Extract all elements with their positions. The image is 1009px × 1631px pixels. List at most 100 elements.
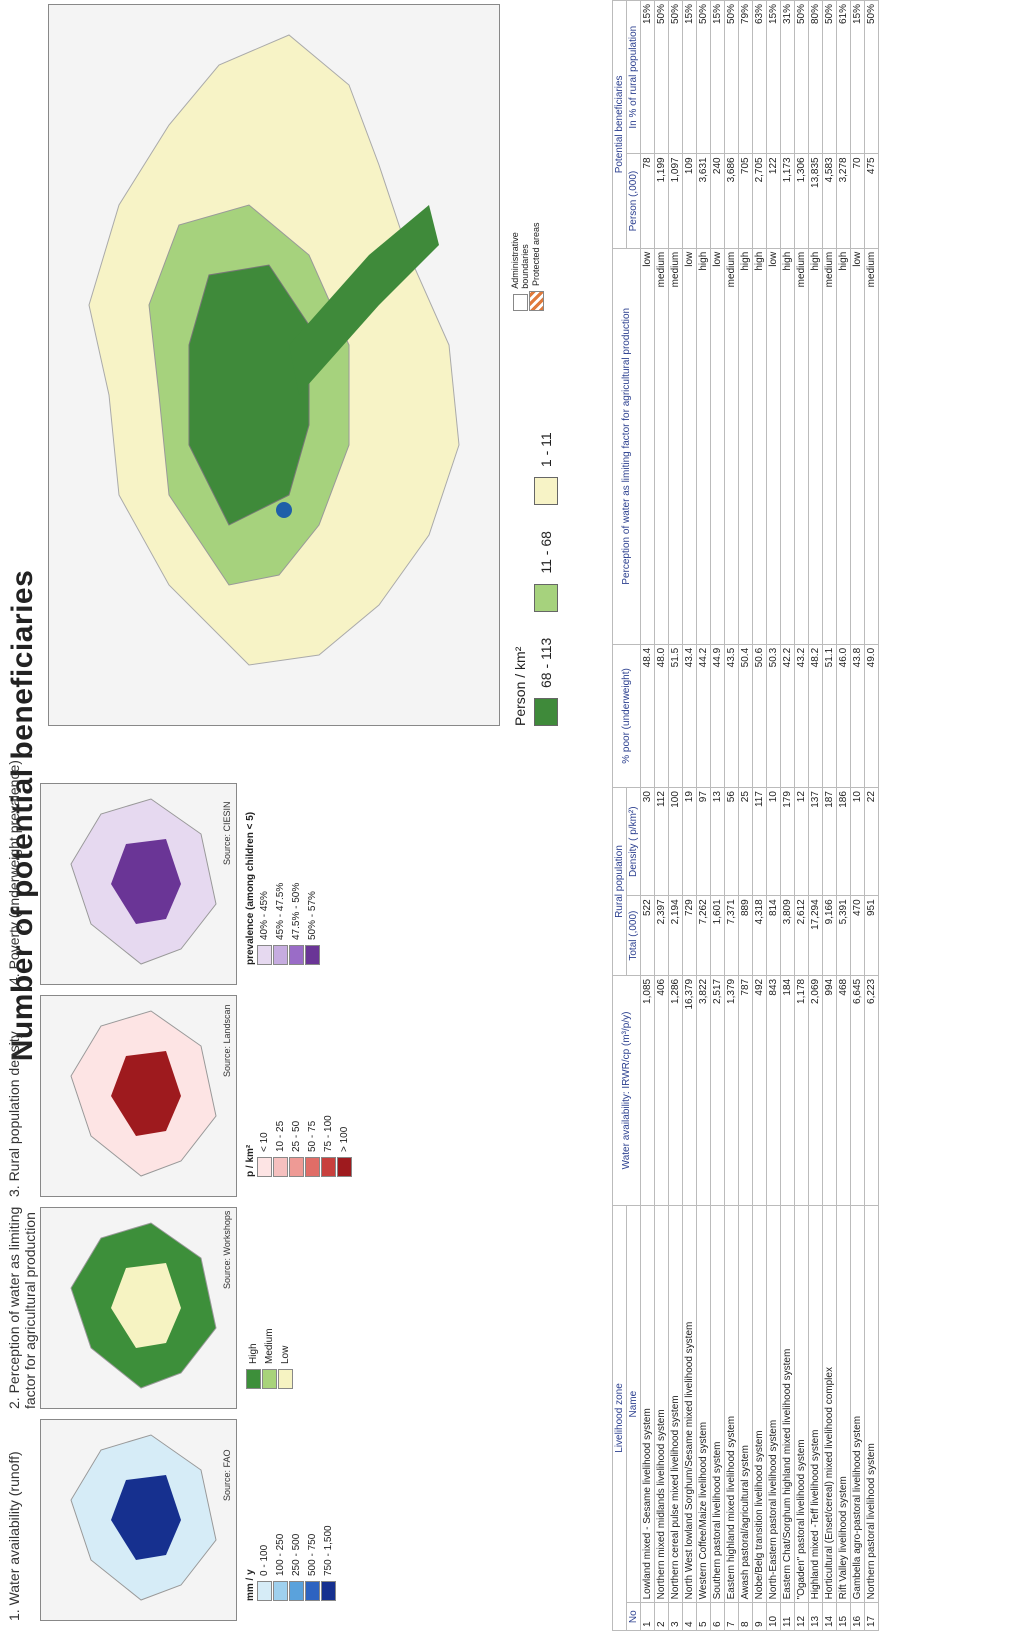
legend-swatch [256, 945, 272, 965]
table-cell: 70 [850, 153, 865, 249]
table-row: 8 Awash pastoral/agricultural system 787 88… [738, 0, 753, 1631]
table-cell: 51.5 [668, 644, 683, 788]
legend-row: 75 - 100 [320, 1115, 336, 1177]
table-row: 17 Northern pastoral livelihood system 6,2… [864, 0, 879, 1631]
side-map-4 [40, 783, 237, 985]
protected-label: Protected areas [531, 222, 541, 286]
legend-swatch [288, 1157, 304, 1177]
legend-label: 500 - 750 [306, 1533, 318, 1576]
table-cell: 15 [836, 1602, 851, 1631]
table-cell: 17,294 [808, 895, 823, 976]
table-cell: 50.4 [738, 644, 753, 788]
table-cell: 43.8 [850, 644, 865, 788]
table-cell: 2,705 [752, 153, 767, 249]
table-cell: 406 [654, 975, 669, 1206]
table-cell: 61% [836, 0, 851, 154]
table-cell: 6,645 [850, 975, 865, 1206]
table-cell: 56 [724, 787, 739, 896]
table-cell: 1,286 [668, 975, 683, 1206]
legend-label: 750 - 1,500 [322, 1525, 334, 1576]
legend-label: 0 - 100 [258, 1544, 270, 1576]
table-cell: 1,601 [710, 895, 725, 976]
beneficiaries-table-wrap: Livelihood zone Water availability: IRWR/… [612, 0, 879, 1631]
th-pct: In % of rural population [626, 0, 641, 154]
table-cell: 15% [710, 0, 725, 154]
table-cell: 1,178 [794, 975, 809, 1206]
table-row: 11 Eastern Chat/Sorghum highland mixed li… [780, 0, 795, 1631]
legend-row: 250 - 500 [288, 1525, 304, 1601]
table-cell: 48.4 [640, 644, 655, 788]
table-cell: medium [724, 248, 739, 645]
table-cell: 15% [766, 0, 781, 154]
table-cell: 470 [850, 895, 865, 976]
table-cell: 522 [640, 895, 655, 976]
table-cell: Awash pastoral/agricultural system [738, 1205, 753, 1603]
table-cell: 15% [640, 0, 655, 154]
side-panel-title: 1. Water availability (runoff) [6, 1451, 22, 1621]
table-cell: North West lowland Sorghum/Sesame mixed … [682, 1205, 697, 1603]
table-row: 12 "Ogaden" pastoral livelihood system 1,1… [794, 0, 809, 1631]
table-cell: 492 [752, 975, 767, 1206]
table-cell: 44.9 [710, 644, 725, 788]
legend-label: 45% - 47.5% [274, 882, 286, 940]
legend-row: 50% - 57% [304, 812, 320, 965]
table-cell: high [738, 248, 753, 645]
table-cell: 50% [724, 0, 739, 154]
table-cell: 50% [794, 0, 809, 154]
legend-row: 47.5% - 50% [288, 812, 304, 965]
table-cell: Western Coffee/Maize livelihood system [696, 1205, 711, 1603]
table-cell: 814 [766, 895, 781, 976]
table-cell: 4,318 [752, 895, 767, 976]
admin-label: Administrative boundaries [510, 232, 530, 289]
th-person: Person (,000) [626, 153, 641, 249]
table-cell: Northern pastoral livelihood system [864, 1205, 879, 1603]
table-cell: medium [668, 248, 683, 645]
side-panel-legend: p / km² < 10 10 - 25 25 - 50 50 - 75 75 - 100… [245, 1115, 352, 1177]
table-cell: high [696, 248, 711, 645]
table-cell: 51.1 [822, 644, 837, 788]
table-cell: medium [794, 248, 809, 645]
table-cell: 5 [696, 1602, 711, 1631]
table-row: 14 Horticultural (Enset/cereal) mixed liv… [822, 0, 837, 1631]
table-row: 16 Gambella agro-pastoral livelihood syst… [850, 0, 865, 1631]
legend-swatch [288, 1581, 304, 1601]
table-cell: low [766, 248, 781, 645]
table-cell: high [752, 248, 767, 645]
table-row: 2 Northern mixed midlands livelihood syst… [654, 0, 669, 1631]
table-cell: 4,583 [822, 153, 837, 249]
th-poor: % poor (underweight) [612, 644, 641, 788]
table-cell: low [682, 248, 697, 645]
table-cell: 240 [710, 153, 725, 249]
table-cell: 889 [738, 895, 753, 976]
table-cell: 50% [696, 0, 711, 154]
table-cell: 1,085 [640, 975, 655, 1206]
table-cell: 13 [808, 1602, 823, 1631]
table-cell: 48.0 [654, 644, 669, 788]
table-cell: 12 [794, 1602, 809, 1631]
side-panel-source: Source: FAO [222, 1449, 232, 1501]
table-cell: high [780, 248, 795, 645]
table-cell: 1,097 [668, 153, 683, 249]
table-cell: 14 [822, 1602, 837, 1631]
table-cell: "Ogaden" pastoral livelihood system [794, 1205, 809, 1603]
legend-swatch [245, 1369, 261, 1389]
table-cell: 137 [808, 787, 823, 896]
table-row: 6 Southern pastoral livelihood system 2,51… [710, 0, 725, 1631]
side-panel-source: Source: Landscan [222, 1004, 232, 1077]
table-cell: 12 [794, 787, 809, 896]
table-cell: low [850, 248, 865, 645]
table-cell: 729 [682, 895, 697, 976]
table-cell: 994 [822, 975, 837, 1206]
table-row: 1 Lowland mixed - Sesame livelihood syste… [640, 0, 655, 1631]
beneficiaries-table: Livelihood zone Water availability: IRWR/… [612, 0, 879, 1631]
table-cell: 3,631 [696, 153, 711, 249]
table-cell: 1,306 [794, 153, 809, 249]
legend-swatch [277, 1369, 293, 1389]
legend-row: Medium [261, 1328, 277, 1389]
table-cell: 50% [822, 0, 837, 154]
table-cell: 50% [668, 0, 683, 154]
legend-row: 500 - 750 [304, 1525, 320, 1601]
table-cell: low [710, 248, 725, 645]
th-name: Name [626, 1205, 641, 1603]
table-cell: Highland mixed -Teff livelihood system [808, 1205, 823, 1603]
